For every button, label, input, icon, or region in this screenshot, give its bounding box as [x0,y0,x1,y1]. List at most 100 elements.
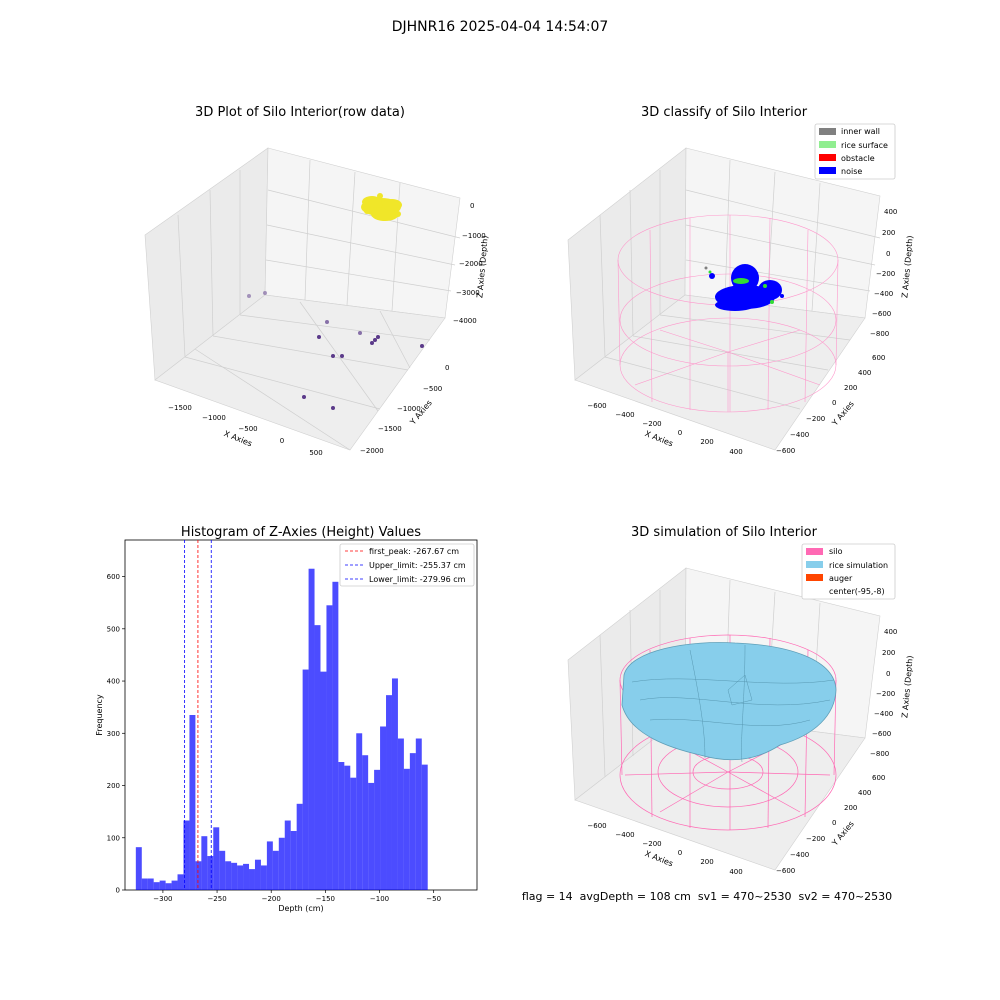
histogram-bar [207,856,214,890]
histogram-legend: first_peak: -267.67 cm Upper_limit: -255… [339,543,475,587]
classify-wall-points [704,266,708,270]
legend-label-inner-wall: inner wall [841,127,880,136]
histogram-xtick-label: −300 [153,895,172,903]
histogram-bar [272,850,279,890]
classify-silo-wireframe [617,214,839,413]
legend-label-lower-limit: Lower_limit: -279.96 cm [369,575,466,584]
legend-label-first-peak: first_peak: -267.67 cm [369,547,459,556]
raw-outlier-points [247,291,424,410]
classify-ztick: 200 [882,229,895,237]
raw-ztick: −4000 [453,317,477,325]
raw-xtick: 0 [280,437,284,445]
simulation-xtick: −200 [642,840,661,848]
histogram-bar [284,820,291,890]
raw-data-panel: 3D Plot of Silo Interior(row data) −1500 [144,105,490,457]
simulation-ztick: 200 [882,649,895,657]
histogram-bar [302,669,309,890]
simulation-zlabel: Z Axies (Depth) [900,655,914,718]
raw-right-pane [264,147,461,319]
simulation-ztick: 400 [884,628,897,636]
raw-xtick: 500 [309,449,322,457]
histogram-bar [177,874,184,890]
classify-ytick: −400 [790,431,809,439]
classify-panel: 3D classify of Silo Interior [567,105,915,456]
legend-swatch-obstacle [819,154,836,161]
simulation-xtick: 400 [729,868,742,876]
histogram-bar [141,878,148,890]
raw-grid [177,159,461,451]
histogram-bar [320,671,327,890]
legend-swatch-silo [806,548,823,555]
raw-ytick: −1000 [397,405,421,413]
raw-ztick: −3000 [456,289,480,297]
status-footer: flag = 14 avgDepth = 108 cm sv1 = 470~25… [522,890,892,903]
simulation-ztick: −400 [874,710,893,718]
legend-swatch-auger [806,574,823,581]
histogram-bar [350,777,357,890]
classify-xtick: −400 [615,411,634,419]
histogram-bar [213,827,220,890]
simulation-panel-title: 3D simulation of Silo Interior [631,525,818,540]
histogram-bar [332,581,339,890]
simulation-ytick: 200 [844,804,857,812]
legend-label-upper-limit: Upper_limit: -255.37 cm [369,561,466,570]
histogram-ylabel: Frequency [95,694,104,736]
histogram-bar [225,861,232,890]
rice-simulation-surface [621,642,837,761]
histogram-bar [344,765,351,890]
histogram-bar [380,726,387,890]
classify-zlabel: Z Axies (Depth) [900,235,914,298]
legend-label-rice-surface: rice surface [841,141,888,150]
simulation-xtick: −400 [615,831,634,839]
raw-zlabel: Z Axies (Depth) [475,235,489,298]
histogram-bar [201,836,208,890]
raw-floor-pane [154,294,446,451]
histogram-ytick-label: 200 [107,782,120,790]
simulation-panel: 3D simulation of Silo Interior [567,525,915,876]
raw-ytick: 0 [445,364,449,372]
classify-xtick: 400 [729,448,742,456]
legend-label-noise: noise [841,167,862,176]
histogram-bar [237,865,244,890]
histogram-bar [391,678,398,890]
raw-panel-title: 3D Plot of Silo Interior(row data) [195,105,405,120]
simulation-ztick: −200 [876,690,895,698]
simulation-ztick: −800 [870,750,889,758]
classify-ytick: −200 [806,415,825,423]
histogram-title: Histogram of Z-Axies (Height) Values [181,525,421,540]
histogram-ytick-label: 0 [116,887,120,895]
classify-panel-title: 3D classify of Silo Interior [641,105,808,120]
simulation-floor-pane [574,714,866,871]
classify-ytick: 600 [872,354,885,362]
histogram-ytick-label: 300 [107,730,120,738]
histogram-bar [183,820,190,890]
legend-label-rice-simulation: rice simulation [829,561,888,570]
histogram-bar [326,605,333,890]
histogram-bar [159,880,166,890]
histogram-bar [260,865,267,890]
classify-xtick: 200 [700,438,713,446]
histogram-bar [409,753,416,890]
classify-grid [599,159,881,410]
histogram-bar [171,880,178,890]
histogram-xtick-label: −200 [262,895,281,903]
histogram-bar [421,764,428,890]
histogram-xtick-label: −100 [370,895,389,903]
classify-legend: inner wall rice surface obstacle noise [814,123,896,180]
histogram-bar [195,861,202,890]
raw-ztick: 0 [470,202,474,210]
histogram-bar [374,769,381,890]
legend-label-center: center(-95,-8) [829,587,885,596]
histogram-bar [153,882,160,890]
histogram-xtick-label: −250 [207,895,226,903]
histogram-bar [219,850,226,890]
classify-ytick: 400 [858,369,871,377]
raw-ztick: −1000 [462,232,486,240]
classify-ztick: −400 [874,290,893,298]
legend-swatch-noise [819,167,836,174]
histogram-ytick-label: 600 [107,573,120,581]
histogram-bar [278,837,285,890]
classify-ztick: 0 [886,250,890,258]
simulation-xtick: 200 [700,858,713,866]
legend-swatch-inner-wall [819,128,836,135]
